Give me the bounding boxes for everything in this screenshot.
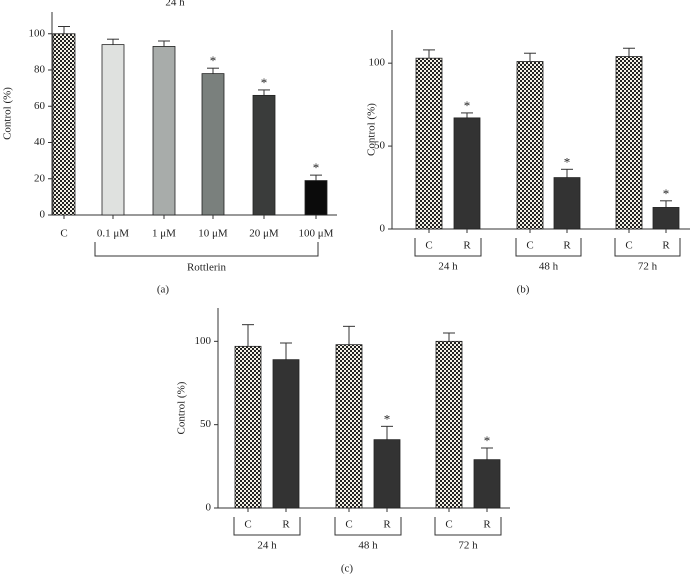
y-tick-label: 0 (206, 502, 212, 514)
bar (304, 180, 328, 216)
significance-marker: * (210, 53, 217, 68)
bar (473, 459, 501, 509)
y-tick-label: 0 (40, 209, 46, 221)
chart-title: 24 h (165, 0, 185, 9)
group-bracket (434, 517, 502, 536)
significance-marker: * (663, 186, 670, 201)
x-tick-label: 0.1 μM (97, 228, 129, 240)
bar (453, 117, 481, 230)
group-bracket (515, 238, 582, 257)
x-tick-label: C (60, 228, 67, 240)
x-tick-label: 1 μM (152, 228, 176, 240)
x-tick-label: C (526, 240, 533, 252)
x-tick-label: 10 μM (198, 228, 228, 240)
significance-marker: * (313, 160, 320, 175)
y-tick-label: 20 (34, 172, 46, 184)
significance-marker: * (564, 154, 571, 169)
panel-label: (c) (341, 563, 354, 575)
group-label: 24 h (438, 261, 458, 273)
y-axis-label: Control (%) (2, 87, 14, 140)
panel-label: (b) (517, 284, 530, 296)
x-tick-label: R (662, 240, 670, 252)
significance-marker: * (384, 411, 391, 426)
bar (615, 56, 643, 230)
x-tick-label: R (383, 519, 391, 531)
bar (335, 344, 363, 509)
x-tick-label: R (463, 240, 471, 252)
bar (516, 61, 544, 230)
bar (234, 345, 262, 509)
y-tick-label: 80 (34, 64, 46, 76)
significance-marker: * (464, 98, 471, 113)
significance-marker: * (261, 75, 268, 90)
significance-marker: * (484, 433, 491, 448)
y-tick-label: 50 (200, 418, 212, 430)
group-bracket (614, 238, 681, 257)
group-bracket (414, 238, 482, 257)
group-bracket (233, 517, 301, 536)
group-label: 24 h (257, 540, 277, 552)
x-tick-label: R (282, 519, 290, 531)
bar (252, 94, 276, 216)
group-bracket (334, 517, 402, 536)
bar (201, 73, 225, 216)
x-tick-label: C (445, 519, 452, 531)
group-label: 72 h (638, 261, 658, 273)
bar (415, 57, 443, 230)
y-tick-label: 50 (374, 140, 386, 152)
x-tick-label: R (483, 519, 491, 531)
x-tick-label: C (625, 240, 632, 252)
bar (553, 177, 581, 230)
group-label: 48 h (358, 540, 378, 552)
bracket-label: Rottlerin (187, 262, 227, 274)
x-tick-label: 20 μM (249, 228, 279, 240)
bar (152, 46, 176, 216)
x-tick-label: C (345, 519, 352, 531)
bar (652, 207, 680, 230)
bar (272, 359, 300, 509)
group-label: 48 h (539, 261, 559, 273)
bar (435, 340, 463, 509)
x-tick-label: 100 μM (299, 228, 334, 240)
x-tick-label: C (425, 240, 432, 252)
group-label: 72 h (458, 540, 478, 552)
x-tick-label: C (244, 519, 251, 531)
bar (373, 439, 401, 509)
y-tick-label: 100 (29, 27, 46, 39)
y-tick-label: 100 (369, 57, 386, 69)
y-axis-label: Control (%) (176, 381, 188, 434)
y-axis-label: Control (%) (366, 103, 378, 156)
panel-label: (a) (157, 284, 170, 296)
y-tick-label: 40 (34, 136, 46, 148)
y-tick-label: 60 (34, 100, 46, 112)
x-tick-label: R (563, 240, 571, 252)
bar (101, 44, 125, 216)
bracket (94, 242, 319, 257)
bar (52, 33, 76, 216)
y-tick-label: 100 (195, 335, 212, 347)
y-tick-label: 0 (380, 223, 386, 235)
